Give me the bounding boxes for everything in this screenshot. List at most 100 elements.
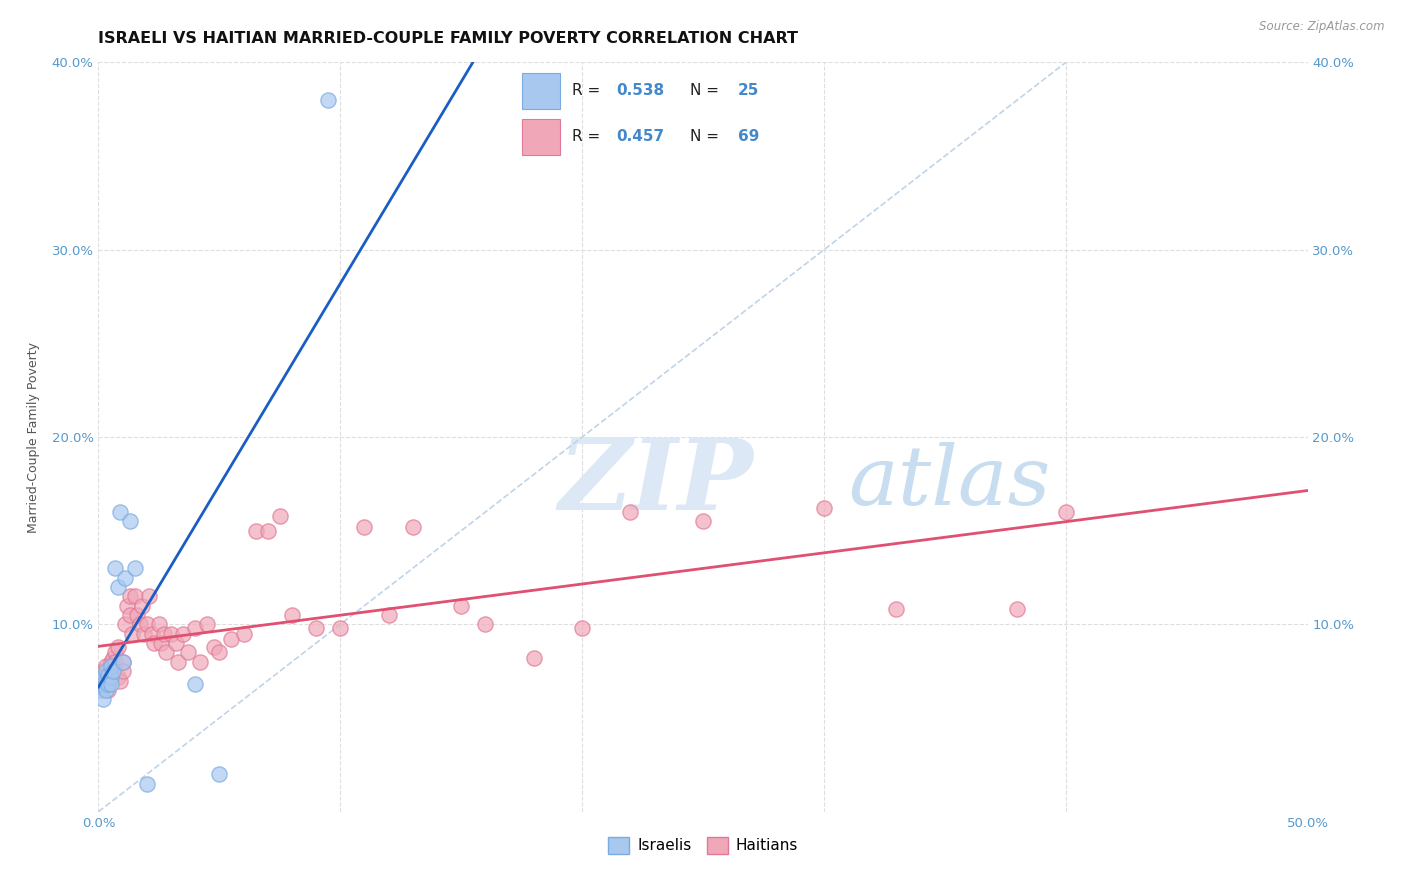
Point: [111, 664, 134, 679]
Point: [1054, 505, 1077, 519]
Point: [245, 524, 267, 538]
Point: [124, 561, 146, 575]
Point: [523, 651, 546, 665]
Point: [97, 677, 120, 691]
Point: [104, 646, 127, 660]
Point: [131, 599, 153, 613]
Point: [111, 655, 134, 669]
Point: [195, 617, 218, 632]
Point: [135, 617, 157, 632]
Point: [128, 617, 150, 632]
Point: [90, 683, 112, 698]
Point: [135, 776, 157, 791]
Point: [692, 514, 714, 528]
Text: 0.457: 0.457: [616, 128, 665, 144]
Point: [100, 677, 122, 691]
Text: R =: R =: [572, 128, 606, 144]
Point: [104, 561, 127, 575]
Point: [90, 677, 112, 691]
Point: [91, 677, 114, 691]
Point: [91, 692, 114, 706]
Point: [281, 608, 304, 623]
Point: [141, 626, 163, 640]
Point: [377, 608, 399, 623]
Point: [127, 608, 149, 623]
Point: [107, 670, 129, 684]
Text: N =: N =: [690, 128, 724, 144]
Y-axis label: Married-Couple Family Poverty: Married-Couple Family Poverty: [28, 342, 41, 533]
Point: [150, 636, 173, 650]
Text: 25: 25: [738, 83, 759, 97]
Point: [94, 670, 117, 684]
Point: [813, 501, 835, 516]
Point: [269, 508, 291, 523]
Text: N =: N =: [690, 83, 724, 97]
Text: 0.538: 0.538: [616, 83, 665, 97]
Text: atlas: atlas: [848, 442, 1050, 522]
Point: [188, 655, 211, 669]
Point: [184, 677, 207, 691]
Point: [138, 590, 160, 604]
Point: [143, 636, 166, 650]
Point: [619, 505, 641, 519]
Text: 69: 69: [738, 128, 759, 144]
Point: [118, 608, 141, 623]
Point: [353, 520, 375, 534]
Point: [221, 632, 243, 647]
Point: [316, 93, 339, 107]
Point: [886, 602, 908, 616]
Point: [91, 664, 114, 679]
FancyBboxPatch shape: [522, 119, 561, 155]
Point: [450, 599, 472, 613]
Point: [160, 626, 183, 640]
Point: [152, 626, 174, 640]
Point: [97, 683, 120, 698]
Point: [111, 655, 134, 669]
Point: [121, 626, 143, 640]
Text: ISRAELI VS HAITIAN MARRIED-COUPLE FAMILY POVERTY CORRELATION CHART: ISRAELI VS HAITIAN MARRIED-COUPLE FAMILY…: [98, 31, 799, 46]
Point: [114, 617, 136, 632]
Point: [402, 520, 425, 534]
Point: [94, 664, 117, 679]
Point: [94, 683, 117, 698]
Point: [1007, 602, 1029, 616]
Point: [101, 651, 124, 665]
Point: [90, 670, 112, 684]
Point: [177, 646, 200, 660]
Point: [97, 673, 120, 688]
Point: [155, 646, 177, 660]
Point: [114, 571, 136, 585]
Point: [134, 626, 156, 640]
Point: [124, 590, 146, 604]
Point: [117, 599, 139, 613]
Point: [232, 626, 254, 640]
Point: [108, 673, 131, 688]
Point: [118, 514, 141, 528]
Point: [208, 646, 231, 660]
Point: [204, 640, 226, 654]
Point: [208, 767, 231, 781]
Point: [474, 617, 496, 632]
Text: Source: ZipAtlas.com: Source: ZipAtlas.com: [1260, 20, 1385, 33]
Point: [94, 677, 117, 691]
Point: [104, 655, 127, 669]
Point: [101, 658, 124, 673]
Point: [107, 640, 129, 654]
Point: [167, 655, 190, 669]
Point: [100, 664, 122, 679]
Point: [101, 664, 124, 679]
Point: [571, 621, 593, 635]
Point: [91, 670, 114, 684]
Point: [100, 658, 122, 673]
Point: [94, 673, 117, 688]
Point: [329, 621, 352, 635]
FancyBboxPatch shape: [522, 73, 561, 109]
Point: [97, 668, 120, 682]
Point: [118, 590, 141, 604]
Point: [305, 621, 328, 635]
Legend: Israelis, Haitians: Israelis, Haitians: [602, 830, 804, 860]
Text: R =: R =: [572, 83, 606, 97]
Point: [94, 658, 117, 673]
Point: [165, 636, 187, 650]
Point: [256, 524, 278, 538]
